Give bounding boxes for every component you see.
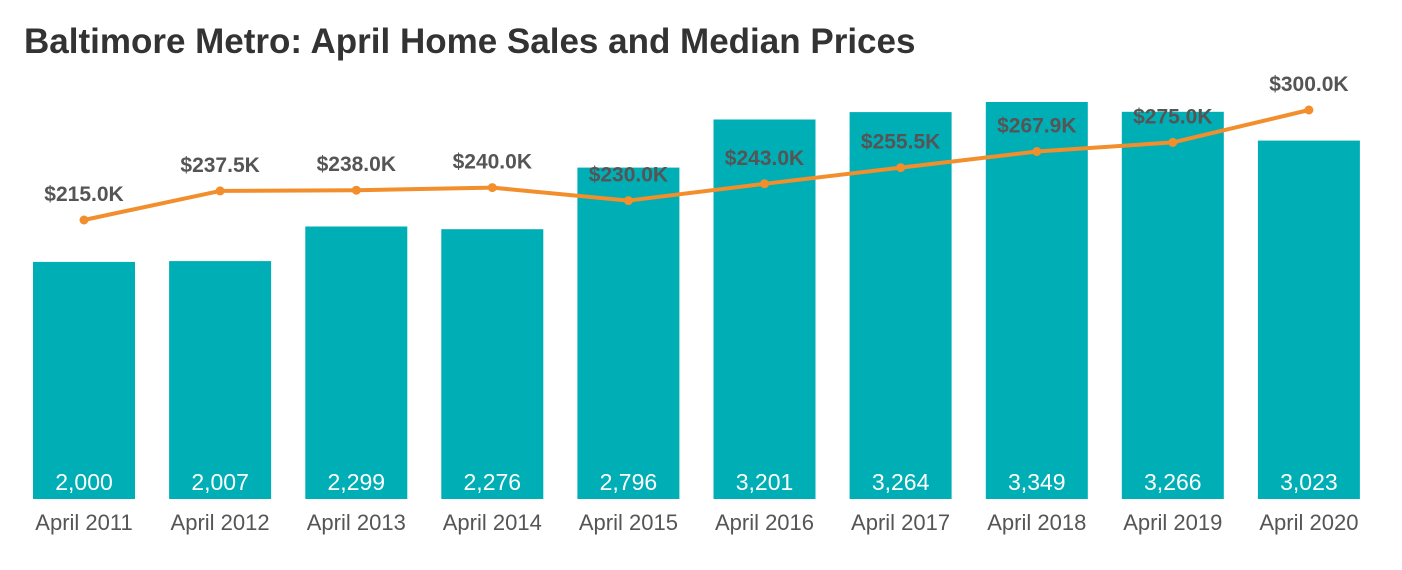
price-label: $300.0K xyxy=(1269,73,1348,96)
sales-bar-label: 3,264 xyxy=(872,469,930,495)
sales-bar-label: 3,201 xyxy=(736,469,794,495)
price-point xyxy=(1304,105,1314,115)
sales-bar-label: 2,796 xyxy=(600,469,658,495)
sales-bar xyxy=(1121,111,1224,500)
median-price-line xyxy=(83,108,1310,222)
x-axis: April 2011 April 2012 April 2013 April 2014… xyxy=(35,510,1358,535)
sales-bar xyxy=(169,261,272,499)
sales-bar-label: 2,299 xyxy=(328,469,386,495)
sales-bar-label: 3,349 xyxy=(1008,469,1066,495)
x-tick-label: April 2020 xyxy=(1259,510,1358,535)
price-label: $255.5K xyxy=(861,131,940,154)
sales-bar-label: 2,000 xyxy=(55,469,113,495)
sales-bar xyxy=(713,119,816,499)
price-point xyxy=(1168,137,1178,147)
price-label: $215.0K xyxy=(44,183,123,206)
price-label: $275.0K xyxy=(1133,105,1212,128)
x-tick-label: April 2013 xyxy=(307,510,406,535)
x-tick-label: April 2018 xyxy=(987,510,1086,535)
x-tick-label: April 2019 xyxy=(1123,510,1222,535)
price-label: $240.0K xyxy=(453,151,532,174)
x-tick-label: April 2011 xyxy=(35,510,132,535)
price-point xyxy=(487,183,497,193)
chart-title: Baltimore Metro: April Home Sales and Me… xyxy=(24,22,916,61)
price-label: $267.9K xyxy=(997,115,1076,138)
price-point xyxy=(1032,147,1042,156)
price-label: $238.0K xyxy=(317,153,396,176)
price-point xyxy=(215,186,225,196)
x-tick-label: April 2012 xyxy=(171,510,270,535)
price-label: $230.0K xyxy=(589,164,668,187)
sales-bar-label: 3,023 xyxy=(1280,469,1338,495)
x-tick-label: April 2015 xyxy=(579,510,678,535)
x-tick-label: April 2017 xyxy=(851,510,950,535)
sales-bar-label: 3,266 xyxy=(1144,469,1202,495)
price-point xyxy=(760,179,769,189)
sales-bar xyxy=(849,112,952,499)
price-point xyxy=(79,215,89,225)
sales-bar xyxy=(985,102,1088,499)
price-point xyxy=(623,196,633,206)
sales-bar xyxy=(577,167,680,499)
sales-bar xyxy=(1257,140,1360,499)
sales-bar xyxy=(441,229,544,499)
price-label: $237.5K xyxy=(180,154,259,177)
sales-bar xyxy=(33,261,135,499)
sales-bar-label: 2,276 xyxy=(464,469,522,495)
x-tick-label: April 2014 xyxy=(443,510,542,535)
sales-bar-label: 2,007 xyxy=(191,469,249,495)
price-label: $243.0K xyxy=(725,147,804,170)
x-tick-label: April 2016 xyxy=(715,510,814,535)
bars-layer: 2,000 2,007 2,299 2,276 2,796 3,201 3,264 3,349… xyxy=(33,102,1360,500)
price-point xyxy=(351,185,361,195)
price-point xyxy=(896,163,906,173)
sales-bar xyxy=(305,226,408,499)
price-line-layer: $215.0K $237.5K $238.0K $240.0K $230.0K $243.… xyxy=(44,73,1349,225)
